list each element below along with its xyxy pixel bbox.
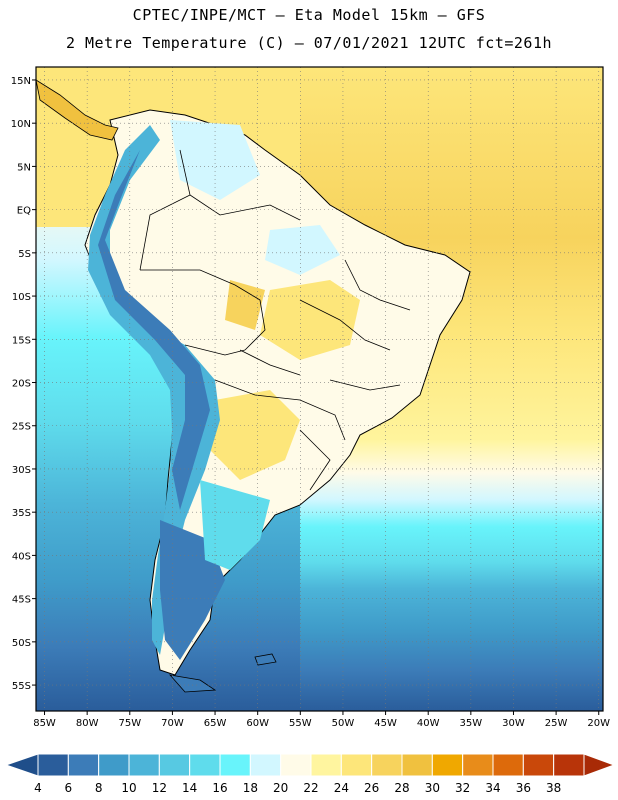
tierra-del-fuego — [168, 674, 217, 693]
lat-label: 25S — [12, 422, 31, 433]
warm-patch-south — [210, 390, 300, 480]
central-america-land — [36, 79, 119, 141]
falkland-islands — [254, 653, 277, 666]
colorbar-label: 24 — [334, 781, 349, 795]
colorbar-label: 28 — [394, 781, 409, 795]
lat-label: 20S — [12, 379, 31, 390]
colorbar-swatch — [219, 753, 251, 777]
cool-patch-amazon — [265, 225, 340, 275]
atlantic-ocean-south-field — [300, 440, 603, 711]
lon-label: 80W — [76, 718, 99, 729]
colorbar-label: 34 — [485, 781, 500, 795]
colorbar-swatch — [158, 753, 191, 777]
colorbar-high-arrow — [583, 753, 616, 777]
lon-label: 60W — [246, 718, 269, 729]
map-field — [36, 67, 603, 711]
colorbar-label: 16 — [212, 781, 227, 795]
lat-label: 5N — [17, 162, 31, 173]
lat-label: 15S — [12, 335, 31, 346]
colorbar-swatch — [37, 753, 69, 777]
colorbar-swatch — [522, 753, 555, 777]
colorbar-label: 12 — [152, 781, 167, 795]
southern-cone-cool — [200, 480, 270, 570]
colorbar-swatch — [280, 753, 312, 777]
colorbar-low-arrow — [4, 753, 39, 777]
colorbar-label: 6 — [65, 781, 73, 795]
colorbar-swatch — [492, 753, 524, 777]
colorbar-swatch — [249, 753, 282, 777]
colorbar-swatch — [98, 753, 130, 777]
map-title: CPTEC/INPE/MCT – Eta Model 15km – GFS — [132, 6, 486, 24]
latitude-labels: 15N 10N 5N EQ 5S 10S 15S 20S 25S 30S 35S 40S 45S 50S 5… — [11, 76, 31, 692]
colorbar-swatch — [462, 753, 494, 777]
warm-patch-central — [225, 280, 265, 330]
lat-label: 10S — [12, 292, 31, 303]
lat-label: 35S — [12, 508, 31, 519]
lat-label: 10N — [11, 119, 31, 130]
grid-lines — [36, 67, 603, 711]
colorbar-label: 22 — [303, 781, 318, 795]
andes-peaks — [98, 150, 210, 510]
lon-label: 55W — [289, 718, 312, 729]
colorbar-label: 32 — [455, 781, 470, 795]
colorbar-swatch — [340, 753, 373, 777]
warm-patch-east — [260, 280, 360, 360]
lon-label: 35W — [460, 718, 483, 729]
colorbar: 4 6 8 10 12 14 16 18 20 22 24 26 28 30 32 34 36 38 — [4, 753, 616, 795]
lon-label: 75W — [118, 718, 141, 729]
colorbar-swatch — [371, 753, 403, 777]
colorbar-label: 38 — [546, 781, 561, 795]
lon-label: 70W — [161, 718, 184, 729]
colorbar-swatch — [431, 753, 464, 777]
lon-label: 40W — [417, 718, 440, 729]
colorbar-swatch — [310, 753, 342, 777]
lat-label: EQ — [17, 206, 31, 217]
lon-label: 65W — [204, 718, 227, 729]
country-borders — [139, 149, 411, 491]
colorbar-label: 36 — [516, 781, 531, 795]
lat-label: 50S — [12, 638, 31, 649]
colorbar-label: 26 — [364, 781, 379, 795]
map-subtitle: 2 Metre Temperature (C) – 07/01/2021 12U… — [65, 34, 553, 52]
lat-label: 55S — [12, 681, 31, 692]
lat-label: 30S — [12, 465, 31, 476]
lon-label: 30W — [502, 718, 525, 729]
lon-label: 45W — [374, 718, 397, 729]
colorbar-label: 8 — [95, 781, 103, 795]
longitude-labels: 85W 80W 75W 70W 65W 60W 55W 50W 45W 40W 35W 30W 25W 2… — [33, 718, 610, 729]
lon-label: 50W — [332, 718, 355, 729]
colorbar-label: 20 — [273, 781, 288, 795]
lon-label: 85W — [33, 718, 56, 729]
lat-label: 5S — [18, 249, 31, 260]
colorbar-label: 14 — [182, 781, 197, 795]
lon-label: 20W — [587, 718, 610, 729]
colorbar-swatch — [189, 753, 221, 777]
lat-label: 15N — [11, 76, 31, 87]
colorbar-swatch — [553, 753, 585, 777]
axis-ticks — [32, 79, 600, 715]
colorbar-swatch — [401, 753, 433, 777]
colorbar-label: 30 — [425, 781, 440, 795]
colorbar-label: 10 — [121, 781, 136, 795]
lat-label: 45S — [12, 595, 31, 606]
colorbar-label: 18 — [243, 781, 258, 795]
lat-label: 40S — [12, 551, 31, 562]
colorbar-swatch — [128, 753, 160, 777]
map-frame — [35, 66, 604, 712]
lon-label: 25W — [545, 718, 568, 729]
colorbar-swatch — [67, 753, 100, 777]
colorbar-label: 4 — [34, 781, 42, 795]
